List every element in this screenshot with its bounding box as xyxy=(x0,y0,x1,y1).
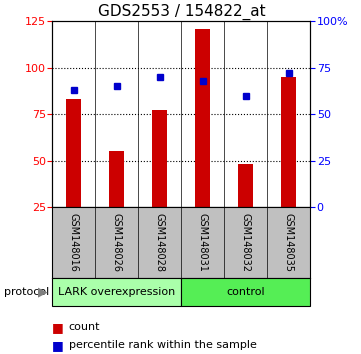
Text: ■: ■ xyxy=(52,321,64,334)
Text: GSM148016: GSM148016 xyxy=(69,213,79,272)
Text: GSM148031: GSM148031 xyxy=(198,213,208,272)
Text: GSM148026: GSM148026 xyxy=(112,213,122,272)
Text: GSM148028: GSM148028 xyxy=(155,213,165,272)
Bar xyxy=(181,278,310,306)
Bar xyxy=(152,110,168,207)
Bar xyxy=(66,99,81,207)
Title: GDS2553 / 154822_at: GDS2553 / 154822_at xyxy=(97,4,265,20)
Bar xyxy=(282,77,296,207)
Text: GSM148035: GSM148035 xyxy=(284,213,294,272)
Bar xyxy=(195,29,210,207)
Bar xyxy=(238,164,253,207)
Bar xyxy=(109,152,125,207)
Text: control: control xyxy=(227,287,265,297)
Text: percentile rank within the sample: percentile rank within the sample xyxy=(69,340,256,350)
Bar xyxy=(52,278,182,306)
Text: protocol: protocol xyxy=(4,287,49,297)
Text: ■: ■ xyxy=(52,339,64,352)
Text: GSM148032: GSM148032 xyxy=(241,213,251,272)
Text: LARK overexpression: LARK overexpression xyxy=(58,287,175,297)
Text: ▶: ▶ xyxy=(38,286,48,298)
Text: count: count xyxy=(69,322,100,332)
